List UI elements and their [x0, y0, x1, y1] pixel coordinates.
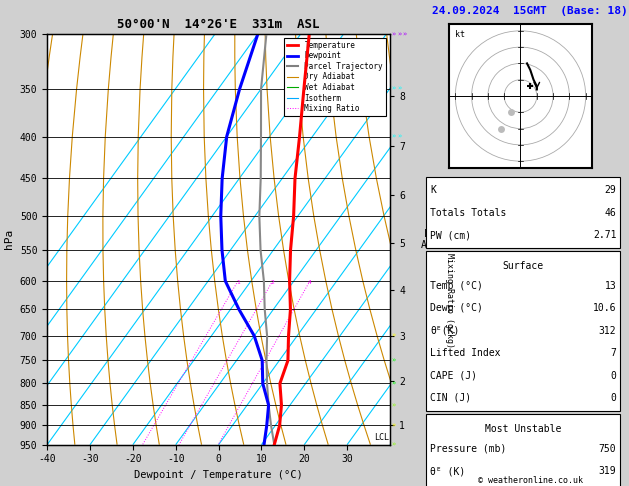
Text: »: »: [392, 134, 396, 139]
X-axis label: Dewpoint / Temperature (°C): Dewpoint / Temperature (°C): [134, 470, 303, 480]
Text: 0: 0: [610, 370, 616, 381]
Title: 50°00'N  14°26'E  331m  ASL: 50°00'N 14°26'E 331m ASL: [118, 18, 320, 32]
Text: »: »: [392, 358, 396, 364]
Text: LCL: LCL: [374, 433, 389, 442]
Text: K: K: [430, 185, 437, 195]
Text: 13: 13: [604, 281, 616, 291]
Text: Dewp (°C): Dewp (°C): [430, 303, 483, 313]
Text: 1: 1: [236, 279, 240, 284]
Text: 4: 4: [308, 279, 312, 284]
Text: CIN (J): CIN (J): [430, 393, 472, 403]
Text: »: »: [397, 134, 401, 139]
Text: 10.6: 10.6: [593, 303, 616, 313]
Text: PW (cm): PW (cm): [430, 230, 472, 240]
Text: Temp (°C): Temp (°C): [430, 281, 483, 291]
Text: Lifted Index: Lifted Index: [430, 348, 501, 358]
Text: »: »: [392, 86, 396, 92]
Text: 29: 29: [604, 185, 616, 195]
Text: 24.09.2024  15GMT  (Base: 18): 24.09.2024 15GMT (Base: 18): [432, 6, 628, 16]
Text: 750: 750: [599, 444, 616, 454]
Text: »: »: [397, 86, 401, 92]
Legend: Temperature, Dewpoint, Parcel Trajectory, Dry Adiabat, Wet Adiabat, Isotherm, Mi: Temperature, Dewpoint, Parcel Trajectory…: [284, 38, 386, 116]
Text: Surface: Surface: [503, 260, 544, 271]
Bar: [426, 251, 620, 411]
Text: CAPE (J): CAPE (J): [430, 370, 477, 381]
Text: »: »: [392, 333, 396, 339]
Y-axis label: hPa: hPa: [4, 229, 14, 249]
Text: »: »: [392, 442, 396, 448]
Text: © weatheronline.co.uk: © weatheronline.co.uk: [478, 476, 582, 485]
Text: 46: 46: [604, 208, 616, 218]
Text: Most Unstable: Most Unstable: [485, 424, 562, 434]
Text: Pressure (mb): Pressure (mb): [430, 444, 507, 454]
Text: 319: 319: [599, 466, 616, 476]
Text: θᴱ(K): θᴱ(K): [430, 326, 460, 336]
Text: 7: 7: [610, 348, 616, 358]
Text: »: »: [392, 402, 396, 408]
Text: kt: kt: [455, 30, 465, 39]
Text: θᴱ (K): θᴱ (K): [430, 466, 465, 476]
Bar: [426, 177, 620, 248]
Y-axis label: km
ASL: km ASL: [421, 228, 438, 250]
Text: »: »: [392, 422, 396, 429]
Text: 2: 2: [270, 279, 274, 284]
Bar: [426, 414, 620, 486]
Text: 312: 312: [599, 326, 616, 336]
Text: »: »: [392, 381, 396, 386]
Text: »: »: [402, 31, 406, 37]
Text: 0: 0: [610, 393, 616, 403]
Text: 2.71: 2.71: [593, 230, 616, 240]
Text: »: »: [397, 31, 401, 37]
Text: »: »: [392, 31, 396, 37]
Text: Totals Totals: Totals Totals: [430, 208, 507, 218]
Text: Mixing Ratio (g/kg): Mixing Ratio (g/kg): [445, 254, 454, 348]
